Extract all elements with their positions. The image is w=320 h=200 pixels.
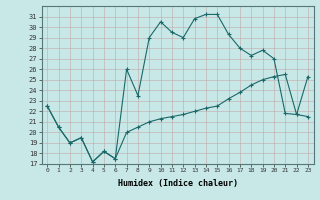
- X-axis label: Humidex (Indice chaleur): Humidex (Indice chaleur): [118, 179, 237, 188]
